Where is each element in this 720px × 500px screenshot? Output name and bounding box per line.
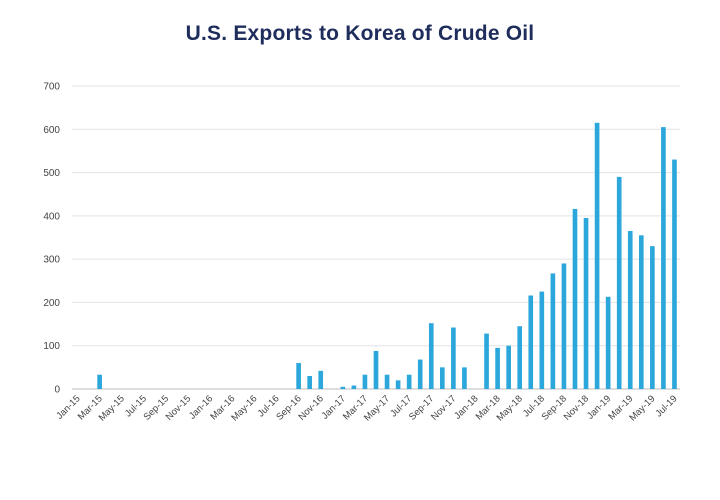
bar [528,295,534,389]
y-tick-label: 200 [43,298,60,309]
bar [484,333,489,389]
bar [428,323,434,389]
y-tick-label: 100 [43,341,60,352]
bar [605,296,611,389]
bar [550,273,556,389]
y-tick-label: 300 [43,255,60,266]
y-tick-label: 600 [43,125,60,136]
bar [561,263,567,389]
y-tick-label: 0 [54,385,60,396]
gridlines [72,85,680,390]
x-tick-label: Nov-15 [164,393,193,422]
bars [97,122,677,390]
y-tick-label: 400 [43,211,60,222]
bar [351,385,357,389]
bar [340,386,346,389]
bar [661,127,666,389]
chart-title: U.S. Exports to Korea of Crude Oil [185,22,535,45]
x-tick-label: Jul-19 [654,393,680,419]
bar [572,208,578,389]
y-tick-label: 500 [43,168,60,179]
x-axis-ticks: Jan-15Mar-15May-15Jul-15Sep-15Nov-15Jan-… [54,393,679,423]
bar [462,367,467,389]
bar [451,327,456,389]
bar [627,231,633,389]
bar [616,176,622,389]
bar [638,235,644,389]
y-axis-ticks: 0 100 200 300 400 500 600 700 [43,82,60,396]
bar [650,246,655,389]
bar [362,374,368,389]
bar [307,376,312,389]
bar [517,326,523,389]
bar [373,350,379,389]
bar [395,380,401,389]
bar [506,345,511,389]
bar [594,122,600,390]
bar [440,367,445,389]
bar [672,159,677,389]
x-tick-label: Nov-16 [296,393,325,422]
y-tick-label: 700 [43,82,60,93]
bar [583,218,589,389]
bar [539,291,545,389]
bar [495,347,500,389]
x-tick-label: Nov-18 [562,393,591,422]
bar [406,374,412,389]
bar [318,370,324,389]
bar [296,363,301,389]
bar [97,374,102,389]
x-tick-label: Nov-17 [429,393,458,422]
bar [417,359,423,389]
bar [384,374,390,389]
